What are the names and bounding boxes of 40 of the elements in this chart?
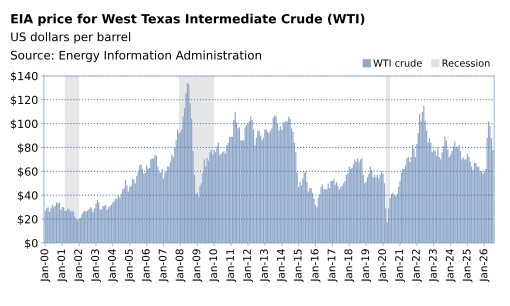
x-tick-label: Jan-08 [176,249,186,282]
x-tick-label: Jan-24 [446,249,456,282]
x-tick-label: Jan-20 [378,249,388,282]
x-tick-label: Jan-07 [158,249,168,282]
x-tick-label: Jan-02 [74,250,84,282]
x-tick-label: Jan-23 [428,249,439,282]
x-tick-label: Jan-12 [243,250,253,282]
y-tick-label: $140 [10,72,38,82]
x-tick-label: Jan-18 [344,249,354,282]
x-tick-label: Jan-11 [226,249,236,282]
y-tick-label: $120 [10,96,38,106]
x-tick-label: Jan-25 [462,249,472,282]
x-tick-label: Jan-13 [260,249,270,282]
x-tick-label: Jan-06 [142,249,152,282]
x-tick-label: Jan-04 [108,249,118,282]
x-tick-label: Jan-26 [480,249,490,282]
legend-label: WTI crude [373,59,422,67]
x-tick-label: Jan-22 [412,250,422,282]
x-tick-label: Jan-03 [91,249,101,282]
x-tick-label: Jan-14 [277,249,287,282]
source-note: Source: Energy Information Administration [10,50,262,62]
legend-label: Recession [442,59,490,67]
y-tick-label: $0 [25,238,38,249]
x-tick-label: Jan-00 [40,249,50,282]
chart-subtitle: US dollars per barrel [11,32,130,44]
x-tick-label: Jan-05 [124,249,135,282]
x-tick-label: Jan-17 [328,249,338,282]
y-tick-label: $80 [18,143,38,154]
x-tick-label: Jan-19 [361,249,372,282]
y-tick-label: $40 [18,191,38,202]
x-tick-label: Jan-21 [395,249,405,282]
y-tick-label: $100 [10,119,38,130]
y-tick-label: $60 [18,167,38,178]
x-tick-label: Jan-01 [57,249,68,282]
x-tick-label: Jan-16 [310,249,320,282]
x-tick-label: Jan-15 [294,249,304,282]
chart-title: EIA price for West Texas Intermediate Crude (WTI) [11,14,364,26]
x-tick-label: Jan-10 [209,249,220,282]
y-tick-label: $20 [18,214,38,225]
x-tick-label: Jan-09 [192,249,202,282]
